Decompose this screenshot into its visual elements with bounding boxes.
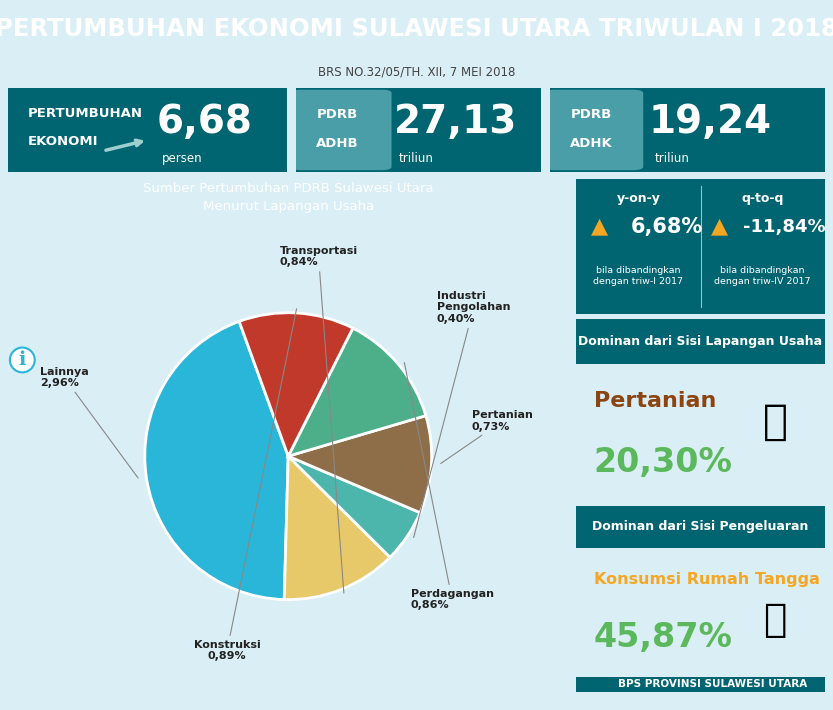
Text: triliun: triliun [654, 152, 689, 165]
Text: Pertanian: Pertanian [594, 391, 716, 410]
Text: 6,68: 6,68 [157, 102, 252, 141]
Text: Sumber Pertumbuhan PDRB Sulawesi Utara
Menurut Lapangan Usaha: Sumber Pertumbuhan PDRB Sulawesi Utara M… [143, 182, 433, 213]
FancyBboxPatch shape [0, 84, 298, 175]
Text: ℹ: ℹ [18, 351, 26, 369]
Wedge shape [239, 312, 353, 456]
Text: q-to-q: q-to-q [741, 192, 784, 205]
Text: y-on-y: y-on-y [616, 192, 661, 205]
FancyBboxPatch shape [544, 89, 643, 170]
Text: Transportasi
0,84%: Transportasi 0,84% [279, 246, 357, 593]
Text: ▲: ▲ [711, 216, 727, 236]
Wedge shape [288, 328, 426, 456]
Wedge shape [284, 456, 390, 600]
FancyBboxPatch shape [286, 84, 551, 175]
Text: BRS NO.32/05/TH. XII, 7 MEI 2018: BRS NO.32/05/TH. XII, 7 MEI 2018 [318, 66, 515, 79]
Text: 6,68%: 6,68% [631, 217, 703, 237]
Text: PERTUMBUHAN: PERTUMBUHAN [27, 106, 143, 120]
Text: Konstruksi
0,89%: Konstruksi 0,89% [193, 309, 297, 662]
Text: 🛍: 🛍 [763, 601, 786, 638]
Text: Perdagangan
0,86%: Perdagangan 0,86% [404, 363, 494, 611]
Text: Dominan dari Sisi Pengeluaran: Dominan dari Sisi Pengeluaran [592, 520, 809, 533]
Text: ▲: ▲ [591, 216, 608, 236]
Text: persen: persen [162, 152, 202, 165]
Text: BPS PROVINSI SULAWESI UTARA: BPS PROVINSI SULAWESI UTARA [618, 679, 807, 689]
Text: 27,13: 27,13 [394, 102, 517, 141]
Text: 45,87%: 45,87% [594, 621, 733, 655]
Text: Industri
Pengolahan
0,40%: Industri Pengolahan 0,40% [414, 291, 511, 537]
Text: bila dibandingkan
dengan triw-IV 2017: bila dibandingkan dengan triw-IV 2017 [715, 266, 811, 286]
FancyBboxPatch shape [569, 504, 832, 550]
FancyBboxPatch shape [569, 175, 832, 318]
Text: Konsumsi Rumah Tangga: Konsumsi Rumah Tangga [594, 572, 820, 586]
Text: EKONOMI: EKONOMI [27, 135, 98, 148]
Text: triliun: triliun [399, 152, 434, 165]
Wedge shape [288, 456, 420, 557]
Text: -11,84%: -11,84% [743, 219, 826, 236]
Text: Pertanian
0,73%: Pertanian 0,73% [441, 410, 533, 464]
Text: Dominan dari Sisi Lapangan Usaha: Dominan dari Sisi Lapangan Usaha [578, 335, 823, 348]
Text: bila dibandingkan
dengan triw-I 2017: bila dibandingkan dengan triw-I 2017 [593, 266, 684, 286]
Text: 🌱: 🌱 [762, 401, 787, 443]
Text: 20,30%: 20,30% [594, 447, 733, 479]
FancyBboxPatch shape [291, 89, 392, 170]
Text: ADHB: ADHB [317, 137, 359, 150]
Wedge shape [288, 415, 431, 513]
FancyBboxPatch shape [539, 84, 833, 175]
Text: 19,24: 19,24 [649, 102, 772, 141]
Text: PERTUMBUHAN EKONOMI SULAWESI UTARA TRIWULAN I 2018: PERTUMBUHAN EKONOMI SULAWESI UTARA TRIWU… [0, 17, 833, 41]
FancyBboxPatch shape [569, 676, 832, 693]
Text: PDRB: PDRB [571, 109, 611, 121]
FancyBboxPatch shape [569, 318, 832, 365]
Text: Lainnya
2,96%: Lainnya 2,96% [40, 366, 138, 478]
Text: ADHK: ADHK [570, 137, 612, 150]
Wedge shape [145, 322, 288, 599]
Text: PDRB: PDRB [317, 109, 358, 121]
